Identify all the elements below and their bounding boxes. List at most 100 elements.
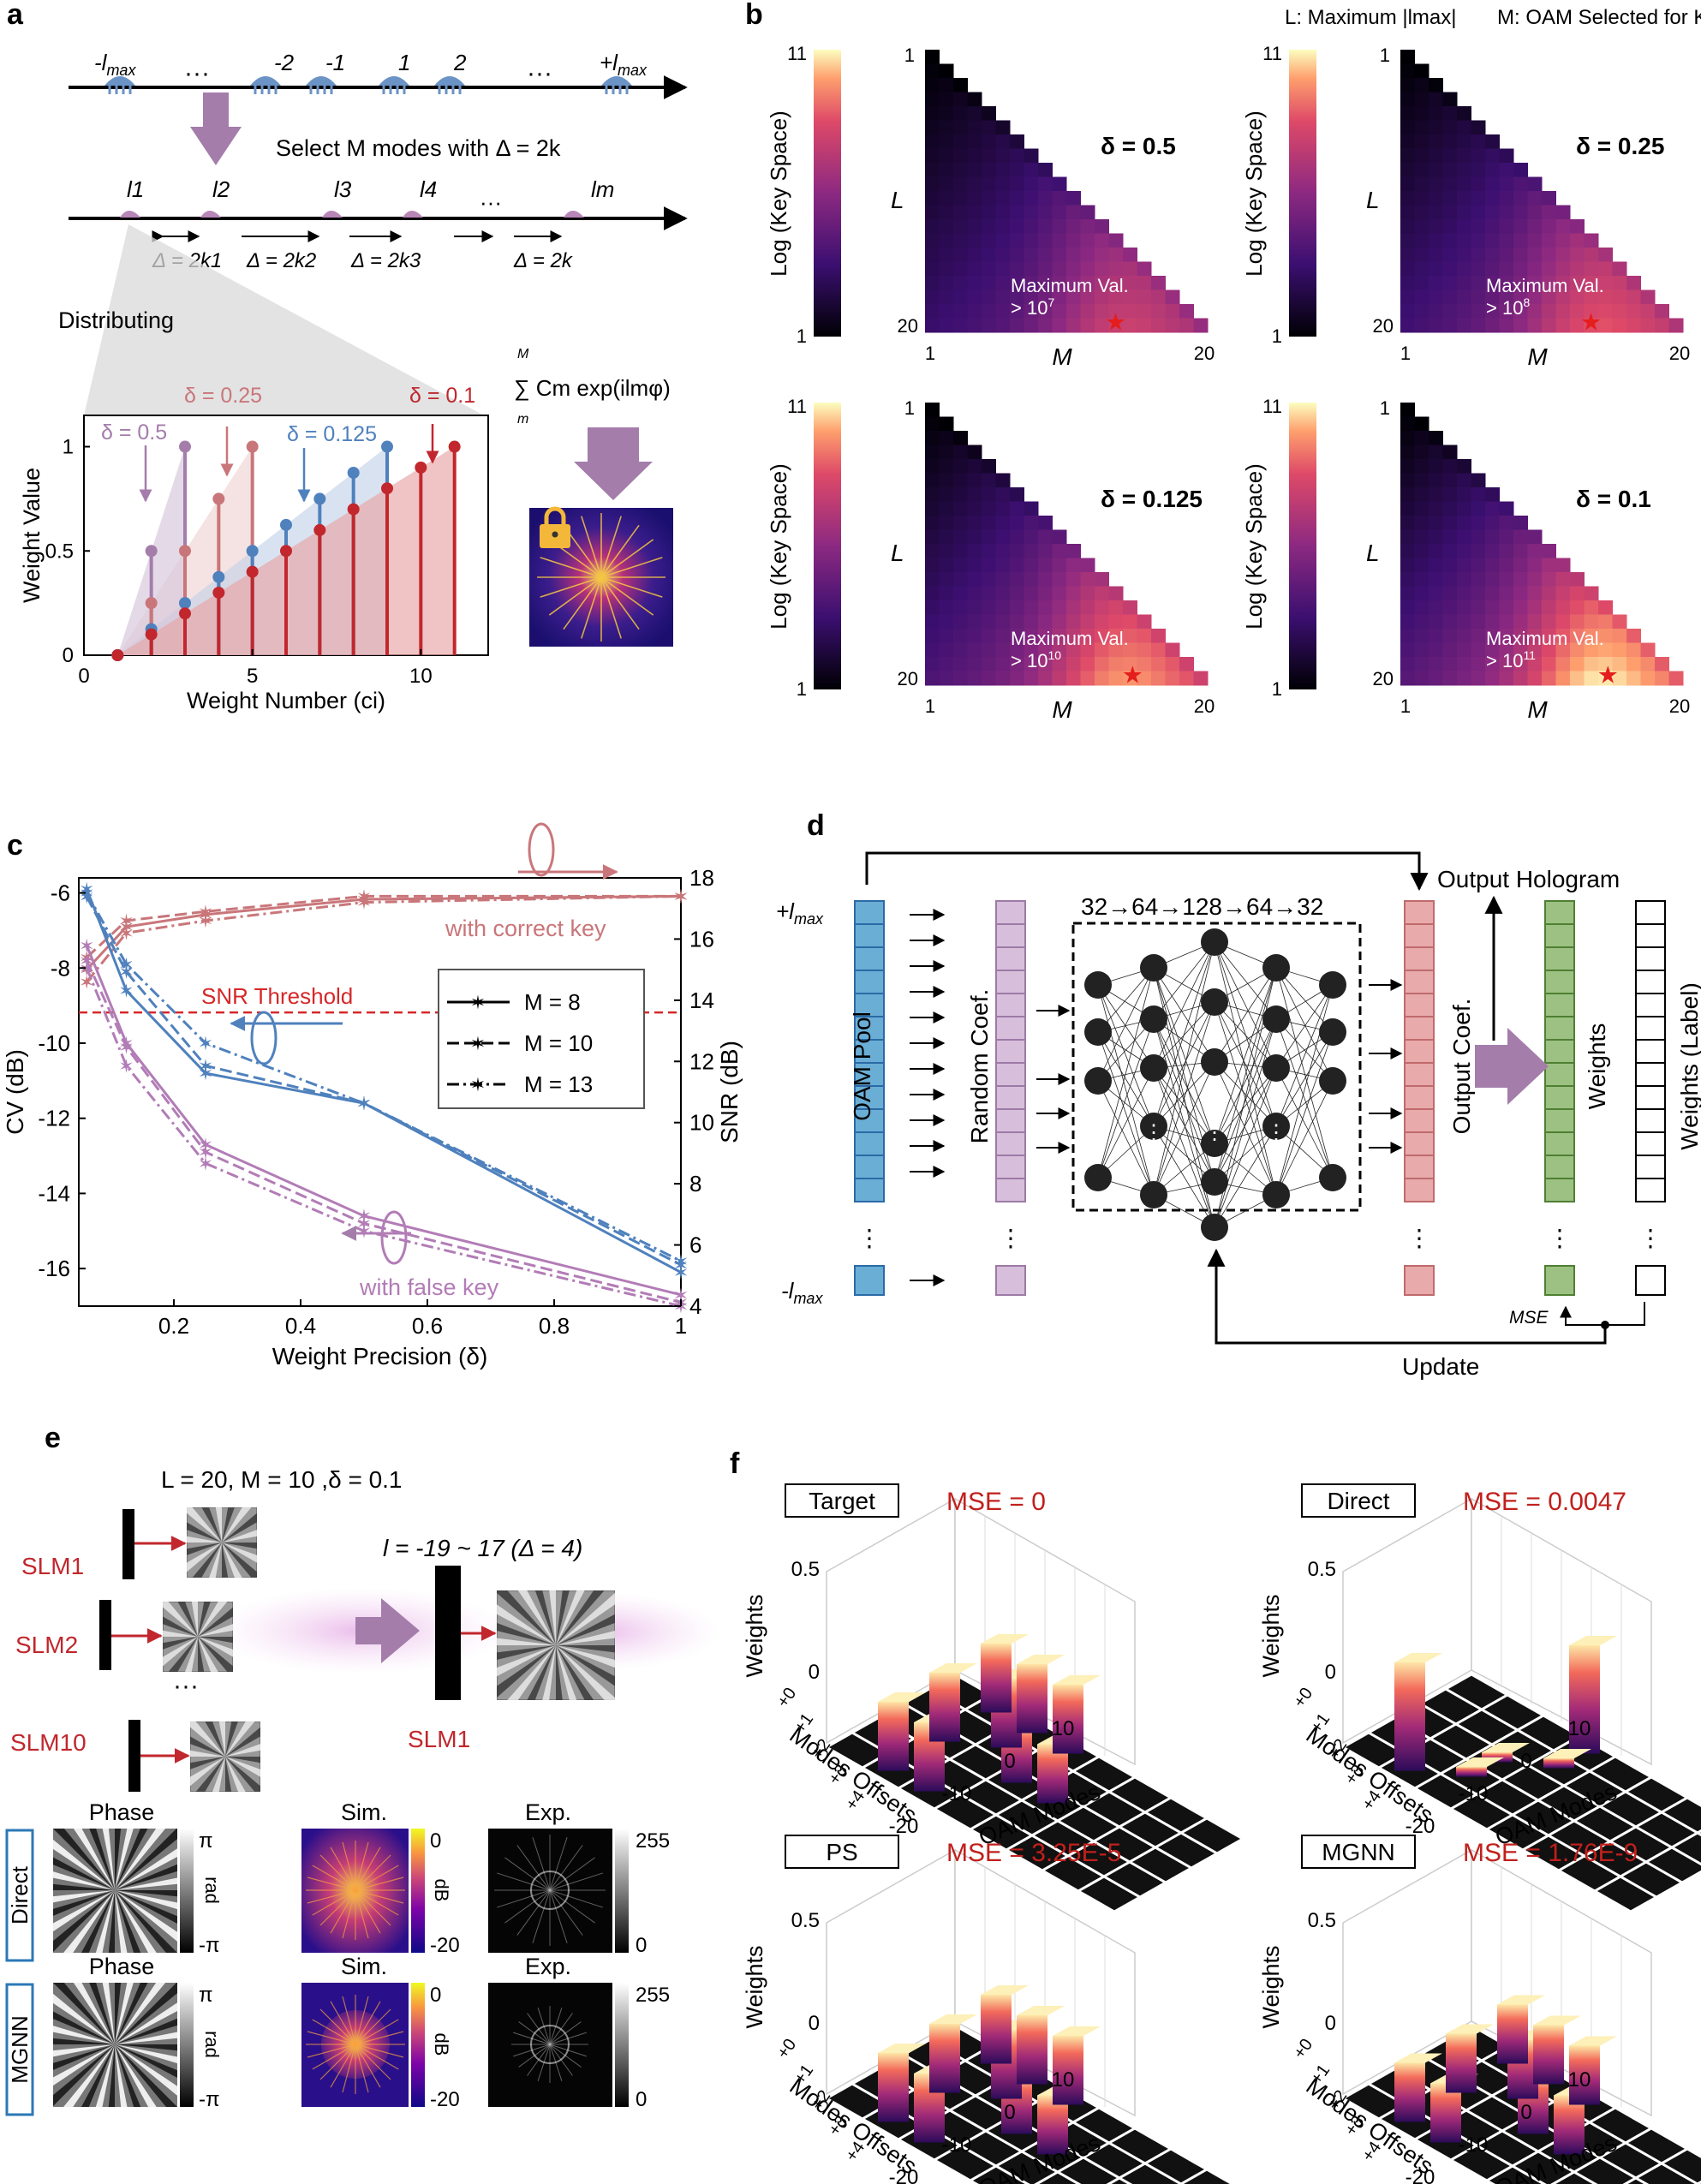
heatmap-cell [967, 629, 982, 643]
heatmap-cell [1165, 642, 1180, 658]
cv-ytick: -10 [38, 1030, 70, 1056]
heatmap-cell [939, 600, 954, 615]
heatmap-cell [1442, 134, 1458, 149]
heatmap-cell [1414, 191, 1429, 206]
heatmap-cell [1555, 233, 1571, 248]
lm-label: lm [591, 176, 614, 202]
plus-lmax: +lmax [776, 898, 824, 928]
heatmap-cell [995, 176, 1011, 192]
column-ellipsis: ⋮ [857, 1225, 881, 1251]
heatmap-cell [1080, 318, 1095, 333]
series-marker: ✶ [356, 889, 372, 910]
weight-bar-top [1482, 1743, 1530, 1752]
column-cell [1404, 1131, 1435, 1156]
heatmap-cell [1080, 629, 1095, 643]
heatmap-cell [1442, 473, 1458, 488]
column-cell [995, 946, 1026, 971]
heatmap-cell [1527, 642, 1543, 658]
heatmap-cell [953, 501, 968, 516]
heatmap-cell [1052, 191, 1067, 206]
heatmap-cell [1052, 529, 1067, 545]
heatmap-cell [995, 304, 1011, 319]
heatmap-cell [1542, 261, 1556, 277]
series-marker: ✶ [118, 916, 134, 938]
heatmap-cell [953, 516, 968, 530]
heatmap-cell [1414, 671, 1429, 686]
heatmap-cell [1570, 629, 1585, 643]
stem-point [347, 503, 360, 516]
column-last-cell [995, 1265, 1026, 1296]
stem-point [179, 440, 191, 453]
heatmap-cell [995, 120, 1011, 135]
surface-ytick-05: 0.5 [1308, 1909, 1336, 1932]
column-cell [995, 923, 1026, 948]
heatmap-cell [939, 276, 954, 290]
heatmap-cell [1457, 516, 1471, 530]
heatmap-cell [939, 642, 954, 658]
heatmap-cell [1485, 261, 1500, 277]
heatmap-cell [925, 473, 940, 488]
heatmap-cell [1414, 642, 1429, 658]
heatmap-cell [1513, 516, 1528, 530]
heatmap-cell [1457, 219, 1471, 234]
rotate-arrow-icon [528, 822, 555, 877]
heatmap-cell [1499, 191, 1514, 206]
heatmap-cell [995, 586, 1011, 601]
heatmap-cell [1066, 219, 1081, 234]
heatmap-cell [1400, 92, 1415, 107]
heatmap-cell [1513, 318, 1528, 333]
snr-ytick: 4 [689, 1293, 701, 1319]
weight-bar [1037, 2095, 1068, 2155]
formula-top: M [517, 347, 529, 361]
cv-xtick: 0.8 [539, 1313, 570, 1339]
column-cell [995, 970, 1026, 994]
column-cell [1635, 1131, 1666, 1156]
heatmap-cell [1137, 276, 1152, 290]
heatmap-cell [1414, 205, 1429, 220]
heatmap-cell [1612, 657, 1627, 671]
column-last-cell [1544, 1265, 1575, 1296]
svg-text:⋮: ⋮ [1143, 1121, 1164, 1144]
surface-mse: MSE = 3.25E-5 [946, 1839, 1121, 1867]
heatmap-axis-M: M [1052, 343, 1072, 370]
heatmap-cell [995, 134, 1011, 149]
heatmap-cell [995, 148, 1011, 164]
heatmap-cell [982, 572, 996, 587]
heatmap-cell [925, 289, 940, 305]
heatmap-cell [1457, 191, 1471, 206]
snr-ytick: 18 [689, 865, 714, 891]
heatmap-cell [1010, 318, 1024, 333]
legend-entry: M = 10 [524, 1030, 593, 1056]
heatmap-cell [967, 487, 982, 502]
heatmap-cell [967, 614, 982, 630]
heatmap-colorbar [814, 50, 841, 337]
heatmap-cell [1400, 544, 1415, 558]
heatmap-cell [953, 78, 968, 92]
snr-ytick: 10 [689, 1110, 714, 1136]
false-key-annotation: with false key [359, 1274, 499, 1300]
surface-xtick: -10 [942, 2133, 972, 2157]
slm10-hologram [190, 1722, 260, 1792]
series-marker: ✶ [673, 886, 689, 907]
heatmap-cell [1570, 248, 1585, 262]
weight-bar-top [1053, 2026, 1101, 2036]
heatmap-cell [1400, 163, 1415, 177]
heatmap-cell [1429, 120, 1443, 135]
heatmap-cell [1485, 163, 1500, 177]
legend-M: M: OAM Selected for Key [1497, 6, 1701, 29]
series-marker: ✶ [118, 1033, 134, 1054]
heatmap-cell [967, 176, 982, 192]
formula-bottom: m [517, 412, 528, 427]
heatmap-cell [939, 487, 954, 502]
heatmap-cell [1640, 642, 1656, 658]
heatmap-cell [939, 134, 954, 149]
heatmap-cell [982, 205, 996, 220]
heatmap-cell [1414, 233, 1429, 248]
heatmap-cell [1010, 233, 1024, 248]
heatmap-cell [1457, 529, 1471, 545]
heatmap-cell [925, 92, 940, 107]
heatmap-cell [1499, 318, 1514, 333]
heatmap-cell [1527, 657, 1543, 671]
surface-title: Target [809, 1488, 875, 1514]
network-box [1071, 922, 1362, 1212]
